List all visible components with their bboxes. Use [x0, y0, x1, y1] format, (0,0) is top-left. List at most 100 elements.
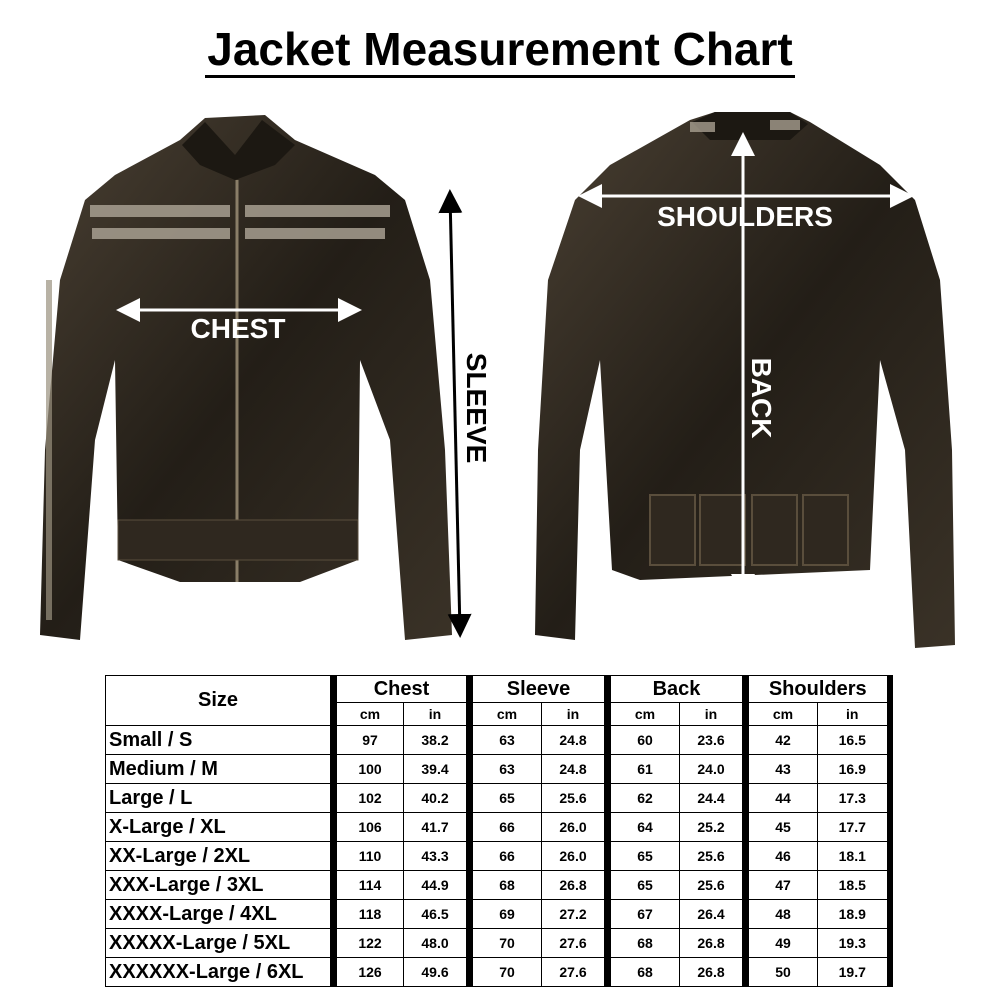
value-cell: 114: [330, 870, 404, 900]
table-row: XXXXXX-Large / 6XL 126 49.6 70 27.6 68 26.8 50 1…: [105, 957, 893, 987]
value-cell: 65: [604, 841, 680, 871]
value-cell: 26.8: [541, 870, 608, 900]
value-cell: 42: [742, 725, 818, 755]
table-row: X-Large / XL 106 41.7 66 26.0 64 25.2 45 17.7: [105, 812, 893, 842]
value-cell: 25.2: [679, 812, 746, 842]
value-cell: 24.0: [679, 754, 746, 784]
group-header-back: Back: [604, 675, 746, 703]
unit-header: in: [679, 702, 746, 726]
size-cell: XXXXXX-Large / 6XL: [105, 957, 334, 987]
value-cell: 27.6: [541, 957, 608, 987]
value-cell: 44: [742, 783, 818, 813]
value-cell: 46.5: [403, 899, 470, 929]
value-cell: 67: [604, 899, 680, 929]
value-cell: 44.9: [403, 870, 470, 900]
sleeve-label: SLEEVE: [461, 353, 492, 463]
value-cell: 17.7: [817, 812, 893, 842]
value-cell: 63: [466, 754, 542, 784]
size-cell: X-Large / XL: [105, 812, 334, 842]
size-header: Size: [105, 675, 334, 726]
value-cell: 45: [742, 812, 818, 842]
size-cell: Large / L: [105, 783, 334, 813]
value-cell: 27.6: [541, 928, 608, 958]
group-header-shoulders: Shoulders: [742, 675, 893, 703]
value-cell: 16.5: [817, 725, 893, 755]
unit-header: cm: [466, 702, 542, 726]
value-cell: 24.4: [679, 783, 746, 813]
value-cell: 26.0: [541, 812, 608, 842]
value-cell: 18.5: [817, 870, 893, 900]
unit-header: cm: [604, 702, 680, 726]
value-cell: 24.8: [541, 725, 608, 755]
value-cell: 38.2: [403, 725, 470, 755]
value-cell: 68: [604, 928, 680, 958]
size-cell: Small / S: [105, 725, 334, 755]
value-cell: 41.7: [403, 812, 470, 842]
page-title: Jacket Measurement Chart: [0, 22, 1000, 78]
group-header-sleeve: Sleeve: [466, 675, 608, 703]
value-cell: 106: [330, 812, 404, 842]
unit-header: in: [817, 702, 893, 726]
table-row: Medium / M 100 39.4 63 24.8 61 24.0 43 16.9: [105, 754, 893, 784]
value-cell: 46: [742, 841, 818, 871]
value-cell: 48.0: [403, 928, 470, 958]
value-cell: 66: [466, 841, 542, 871]
value-cell: 39.4: [403, 754, 470, 784]
value-cell: 61: [604, 754, 680, 784]
value-cell: 26.4: [679, 899, 746, 929]
chest-label: CHEST: [191, 313, 286, 344]
value-cell: 50: [742, 957, 818, 987]
value-cell: 118: [330, 899, 404, 929]
value-cell: 60: [604, 725, 680, 755]
value-cell: 47: [742, 870, 818, 900]
value-cell: 17.3: [817, 783, 893, 813]
value-cell: 68: [604, 957, 680, 987]
unit-header: cm: [330, 702, 404, 726]
table-row: XX-Large / 2XL 110 43.3 66 26.0 65 25.6 46 18.1: [105, 841, 893, 871]
unit-header: in: [403, 702, 470, 726]
value-cell: 102: [330, 783, 404, 813]
value-cell: 43: [742, 754, 818, 784]
value-cell: 63: [466, 725, 542, 755]
back-jacket: [535, 112, 955, 648]
value-cell: 24.8: [541, 754, 608, 784]
value-cell: 26.8: [679, 957, 746, 987]
table-row: XXXX-Large / 4XL 118 46.5 69 27.2 67 26.4 48 18.…: [105, 899, 893, 929]
value-cell: 122: [330, 928, 404, 958]
value-cell: 49: [742, 928, 818, 958]
value-cell: 69: [466, 899, 542, 929]
value-cell: 62: [604, 783, 680, 813]
value-cell: 25.6: [679, 870, 746, 900]
sleeve-arrow: [438, 189, 472, 638]
value-cell: 66: [466, 812, 542, 842]
value-cell: 16.9: [817, 754, 893, 784]
group-header-chest: Chest: [330, 675, 470, 703]
unit-header: in: [541, 702, 608, 726]
value-cell: 97: [330, 725, 404, 755]
front-jacket: [40, 115, 452, 640]
value-cell: 18.1: [817, 841, 893, 871]
jacket-illustration: CHEST SLEEVE SHOULDERS BACK: [40, 112, 955, 648]
table-row: Large / L 102 40.2 65 25.6 62 24.4 44 17.3: [105, 783, 893, 813]
size-cell: XXXXX-Large / 5XL: [105, 928, 334, 958]
value-cell: 100: [330, 754, 404, 784]
unit-header: cm: [742, 702, 818, 726]
table-row: XXXXX-Large / 5XL 122 48.0 70 27.6 68 26.8 49 19…: [105, 928, 893, 958]
shoulders-label: SHOULDERS: [657, 201, 833, 232]
size-cell: XXXX-Large / 4XL: [105, 899, 334, 929]
table-row: XXX-Large / 3XL 114 44.9 68 26.8 65 25.6 47 18.5: [105, 870, 893, 900]
header-row: Size Chest Sleeve Back Shoulders: [105, 675, 893, 726]
value-cell: 49.6: [403, 957, 470, 987]
value-cell: 18.9: [817, 899, 893, 929]
value-cell: 23.6: [679, 725, 746, 755]
size-table: Size Chest Sleeve Back Shoulders cm in cm in cm in…: [105, 675, 893, 987]
value-cell: 70: [466, 928, 542, 958]
value-cell: 110: [330, 841, 404, 871]
value-cell: 64: [604, 812, 680, 842]
size-cell: XXX-Large / 3XL: [105, 870, 334, 900]
value-cell: 19.7: [817, 957, 893, 987]
value-cell: 70: [466, 957, 542, 987]
value-cell: 48: [742, 899, 818, 929]
value-cell: 27.2: [541, 899, 608, 929]
size-cell: Medium / M: [105, 754, 334, 784]
